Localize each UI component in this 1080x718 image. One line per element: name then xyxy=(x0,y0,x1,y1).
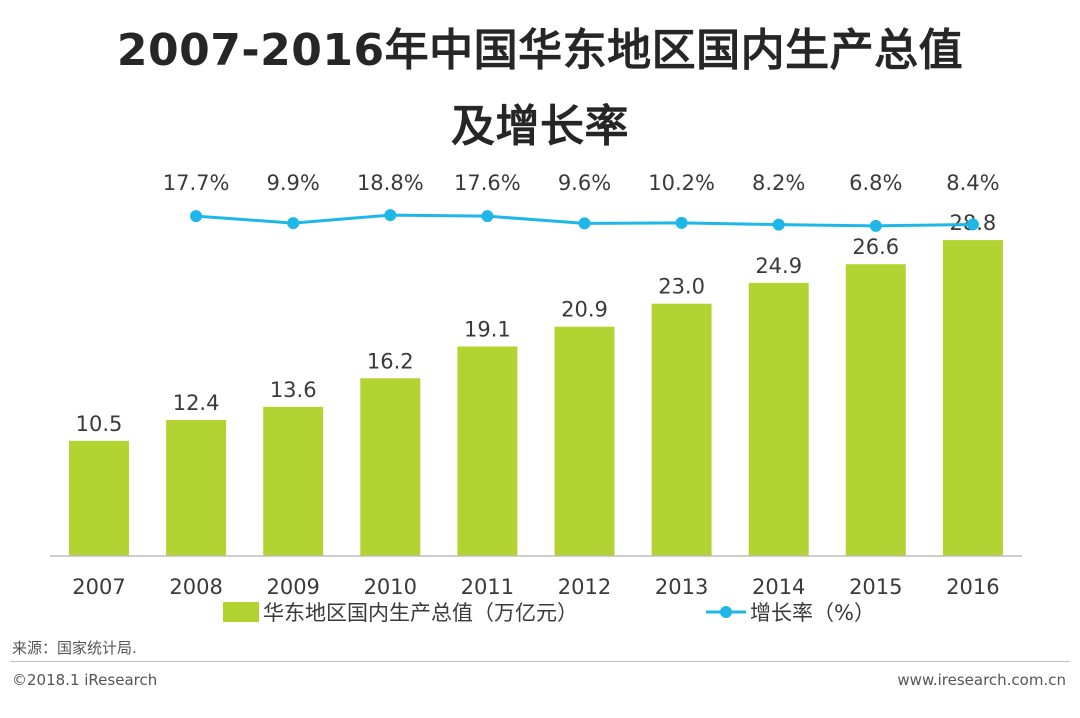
growth-point-2012 xyxy=(578,217,591,230)
bar-2013 xyxy=(651,303,712,556)
growth-point-2015 xyxy=(869,219,882,232)
growth-value-label: 9.9% xyxy=(267,171,320,195)
growth-value-label: 6.8% xyxy=(849,171,902,195)
website-link[interactable]: www.iresearch.com.cn xyxy=(897,671,1066,689)
bar-value-label: 16.2 xyxy=(367,349,414,373)
growth-point-2009 xyxy=(287,217,300,230)
bar-value-label: 24.9 xyxy=(755,254,802,278)
bar-value-label: 10.5 xyxy=(76,412,123,436)
x-tick-label: 2008 xyxy=(169,575,222,599)
bar-value-label: 26.6 xyxy=(852,235,899,259)
chart-title-line1: 2007-2016年中国华东地区国内生产总值 xyxy=(116,25,964,76)
growth-point-2013 xyxy=(675,216,688,229)
bar-2012 xyxy=(554,326,615,556)
bar-2011 xyxy=(457,346,518,556)
bar-2008 xyxy=(166,419,227,556)
bar-2009 xyxy=(263,406,324,556)
legend-bar-label: 华东地区国内生产总值（万亿元） xyxy=(263,601,578,625)
x-tick-labels: 2007 2008 2009 2010 2011 2012 2013 2014 2015 2016 xyxy=(72,575,999,599)
growth-point-2010 xyxy=(384,209,397,222)
bar-2016 xyxy=(942,240,1003,556)
growth-value-label: 8.4% xyxy=(946,171,999,195)
x-tick-label: 2009 xyxy=(266,575,319,599)
growth-point-2014 xyxy=(772,218,785,231)
legend-line-label: 增长率（%） xyxy=(750,601,875,625)
chart-area: 10.512.413.616.219.120.923.024.926.628.8… xyxy=(50,171,1022,625)
x-tick-label: 2007 xyxy=(72,575,125,599)
bar-2010 xyxy=(360,378,421,556)
growth-point-2011 xyxy=(481,210,494,223)
legend-line-marker xyxy=(720,606,732,618)
chart-title-line2: 及增长率 xyxy=(451,101,629,152)
growth-point-2008 xyxy=(190,210,203,223)
bar-value-label: 12.4 xyxy=(173,391,220,415)
bar-value-label: 20.9 xyxy=(561,298,608,322)
x-tick-label: 2013 xyxy=(655,575,708,599)
growth-value-label: 8.2% xyxy=(752,171,805,195)
bar-value-label: 23.0 xyxy=(658,275,705,299)
footer-divider xyxy=(10,661,1070,662)
legend-bar-swatch xyxy=(223,602,259,622)
growth-value-label: 17.7% xyxy=(163,171,230,195)
x-tick-label: 2015 xyxy=(849,575,902,599)
legend: 华东地区国内生产总值（万亿元） 增长率（%） xyxy=(223,601,875,625)
bar-value-label: 13.6 xyxy=(270,378,317,402)
copyright: ©2018.1 iResearch xyxy=(12,671,158,689)
x-tick-label: 2016 xyxy=(946,575,999,599)
bar-value-label: 19.1 xyxy=(464,317,511,341)
source-note: 来源：国家统计局. xyxy=(12,639,137,657)
bar-2014 xyxy=(748,282,809,556)
x-tick-label: 2012 xyxy=(558,575,611,599)
bars-layer: 10.512.413.616.219.120.923.024.926.628.8 xyxy=(69,211,1003,556)
bar-2015 xyxy=(845,264,906,556)
x-tick-label: 2011 xyxy=(461,575,514,599)
growth-point-2016 xyxy=(966,218,979,231)
growth-value-label: 17.6% xyxy=(454,171,521,195)
growth-value-label: 9.6% xyxy=(558,171,611,195)
bar-2007 xyxy=(69,440,129,556)
growth-line-layer: 17.7% 9.9% 18.8% 17.6% 9.6% 10.2% 8.2% 6.8% 8.4% xyxy=(163,171,1000,232)
growth-value-label: 18.8% xyxy=(357,171,424,195)
growth-value-label: 10.2% xyxy=(648,171,715,195)
x-tick-label: 2014 xyxy=(752,575,805,599)
x-tick-label: 2010 xyxy=(364,575,417,599)
